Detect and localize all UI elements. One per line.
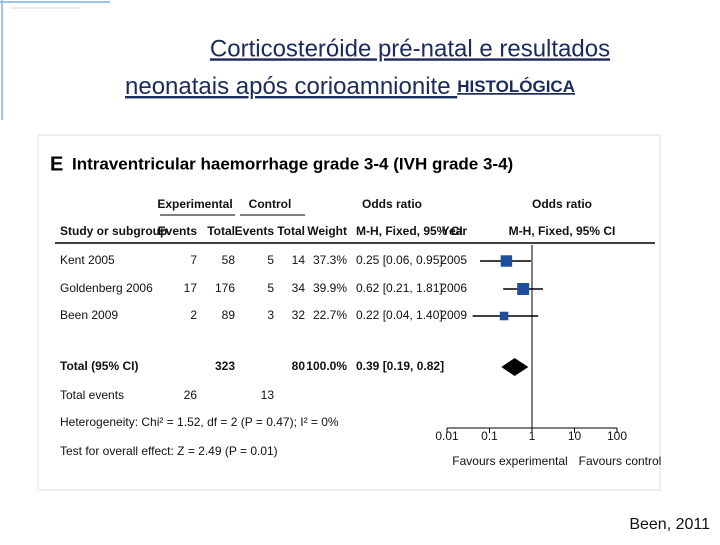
x-tick-label: 100 (607, 429, 627, 443)
heterogeneity: Heterogeneity: Chi² = 1.52, df = 2 (P = … (60, 415, 339, 429)
table-cell: 0.22 [0.04, 1.40] (356, 308, 443, 322)
slide-title: neonatais após corioamnionite HISTOLÓGIC… (125, 73, 575, 100)
favours-label: Favours control (579, 454, 662, 468)
table-cell: Kent 2005 (60, 253, 115, 267)
table-cell: 0.62 [0.21, 1.81] (356, 281, 443, 295)
group-header: Control (249, 197, 292, 211)
column-header: Weight (307, 224, 347, 238)
study-square (499, 311, 509, 321)
table-cell: 5 (267, 253, 274, 267)
table-cell: 0.25 [0.06, 0.95] (356, 253, 443, 267)
table-cell: Been 2009 (60, 308, 118, 322)
table-cell: 2009 (440, 308, 467, 322)
table-cell: 89 (222, 308, 236, 322)
table-cell: 3 (267, 308, 274, 322)
citation: Been, 2011 (629, 516, 710, 533)
table-cell: 2005 (440, 253, 467, 267)
total-cell: 100.0% (306, 359, 347, 373)
table-cell: 176 (215, 281, 235, 295)
table-cell: 17 (184, 281, 198, 295)
column-header: Events (235, 224, 275, 238)
favours-label: Favours experimental (452, 454, 567, 468)
slide-title-suffix: HISTOLÓGICA (457, 77, 575, 96)
total-cell: 80 (292, 359, 306, 373)
column-header: Study or subgroup (60, 224, 167, 238)
group-header: Odds ratio (362, 197, 422, 211)
decoration (0, 0, 110, 120)
slide-title: Corticosteróide pré-natal e resultados (210, 35, 610, 62)
table-cell: 5 (267, 281, 274, 295)
column-header: M-H, Fixed, 95% CI (509, 224, 616, 238)
figure-panel (37, 134, 661, 491)
table-cell: 2 (190, 308, 197, 322)
group-header: Experimental (157, 197, 232, 211)
group-header: Odds ratio (532, 197, 592, 211)
table-cell: 39.9% (313, 281, 347, 295)
overall-effect: Test for overall effect: Z = 2.49 (P = 0… (60, 444, 278, 458)
total-events-cell: Total events (60, 388, 124, 402)
total-diamond (501, 358, 529, 376)
study-square (517, 283, 530, 295)
total-cell: 0.39 [0.19, 0.82] (356, 359, 444, 373)
x-tick-label: 1 (529, 429, 536, 443)
panel-letter: E (50, 153, 63, 175)
table-cell: 32 (292, 308, 306, 322)
table-cell: 37.3% (313, 253, 347, 267)
forest-figure: E Intraventricular haemorrhage grade 3-4 … (50, 153, 661, 468)
study-square (500, 255, 513, 267)
table-cell: 22.7% (313, 308, 347, 322)
table-cell: 14 (292, 253, 306, 267)
column-header: Total (207, 224, 235, 238)
table-cell: 7 (190, 253, 197, 267)
table-cell: 58 (222, 253, 236, 267)
table-cell: 34 (292, 281, 306, 295)
column-header: Total (277, 224, 305, 238)
slide-title-text: neonatais após corioamnionite (125, 73, 457, 100)
x-tick-label: 10 (568, 429, 582, 443)
column-header: Events (158, 224, 198, 238)
table-cell: Goldenberg 2006 (60, 281, 153, 295)
total-events-cell: 26 (184, 388, 198, 402)
column-header: Year (442, 224, 468, 238)
table-cell: 2006 (440, 281, 467, 295)
total-cell: 323 (215, 359, 235, 373)
figure-title: Intraventricular haemorrhage grade 3-4 (… (72, 154, 513, 173)
x-tick-label: 0.1 (481, 429, 498, 443)
column-header: M-H, Fixed, 95% CI (356, 224, 463, 238)
total-events-cell: 13 (261, 388, 275, 402)
total-cell: Total (95% CI) (60, 359, 138, 373)
x-tick-label: 0.01 (435, 429, 459, 443)
